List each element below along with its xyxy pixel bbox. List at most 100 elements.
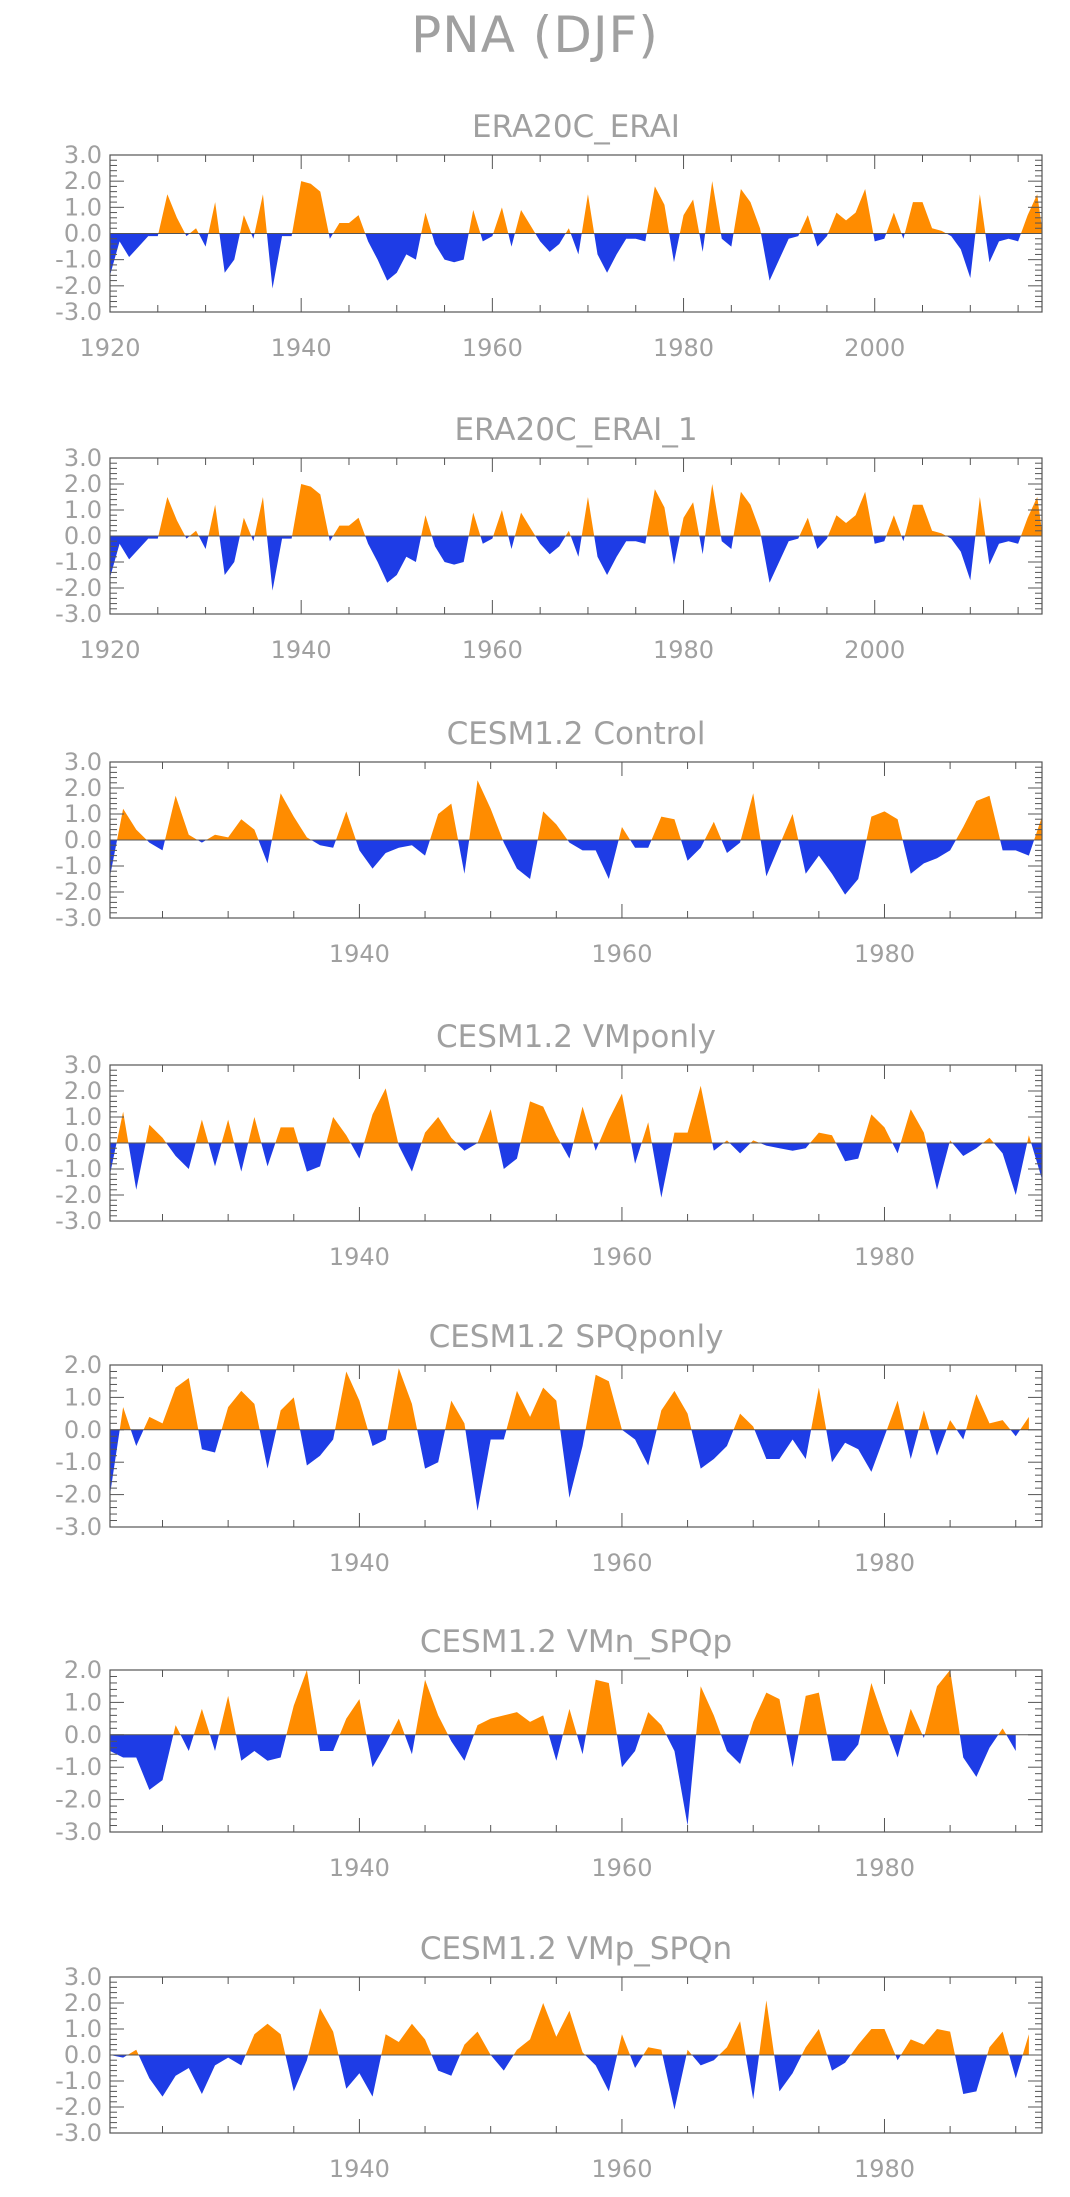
y-tick-label: -1.0: [55, 2067, 102, 2095]
x-tick-label: 1960: [462, 636, 523, 664]
x-tick-label: 1940: [329, 1549, 390, 1577]
y-tick-label: -1.0: [55, 1448, 102, 1476]
y-tick-label: 3.0: [64, 748, 102, 776]
y-tick-label: -3.0: [55, 1513, 102, 1541]
y-tick-label: 2.0: [64, 470, 102, 498]
chart-panel-4: CESM1.2 VMponly 3.02.01.00.0-1.0-2.0-3.0 1…: [55, 1019, 1043, 1271]
x-tick-label: 1960: [591, 1854, 652, 1882]
y-tick-label: 2.0: [64, 1989, 102, 2017]
x-tick-label: 1960: [462, 334, 523, 362]
x-tick-label: 1940: [329, 2155, 390, 2183]
y-tick-label: 2.0: [64, 1351, 102, 1379]
y-tick-label: 1.0: [64, 496, 102, 524]
positive-area: [110, 780, 1042, 840]
y-tick-label: -2.0: [55, 1181, 102, 1209]
page-title: PNA (DJF): [411, 6, 659, 64]
y-tick-label: -2.0: [55, 574, 102, 602]
positive-area: [110, 1085, 1042, 1143]
y-tick-label: 2.0: [64, 167, 102, 195]
x-tick-label: 1940: [271, 636, 332, 664]
y-tick-label: -2.0: [55, 2093, 102, 2121]
y-tick-label: 1.0: [64, 1383, 102, 1411]
y-tick-label: 1.0: [64, 800, 102, 828]
y-tick-label: 0.0: [64, 826, 102, 854]
chart-title: CESM1.2 Control: [447, 716, 706, 752]
negative-area: [110, 1734, 1016, 1826]
y-tick-label: 0.0: [64, 1721, 102, 1749]
y-tick-label: 3.0: [64, 1051, 102, 1079]
y-tick-label: -1.0: [55, 1155, 102, 1183]
x-tick-label: 1980: [854, 1243, 915, 1271]
x-tick-label: 1940: [271, 334, 332, 362]
y-tick-label: 2.0: [64, 1077, 102, 1105]
y-tick-label: -3.0: [55, 904, 102, 932]
positive-area: [110, 1368, 1029, 1430]
y-tick-label: 2.0: [64, 1656, 102, 1684]
plot-frame: [109, 1669, 1043, 1833]
x-tick-label: 1980: [854, 1854, 915, 1882]
x-tick-label: 1920: [79, 334, 140, 362]
y-tick-label: -2.0: [55, 1481, 102, 1509]
negative-area: [110, 1429, 1021, 1511]
chart-panel-6: CESM1.2 VMn_SPQp 2.0 1.0 0.0 -1.0 -2.0 -3.0 194…: [55, 1624, 1043, 1882]
negative-area: [110, 536, 1042, 591]
y-tick-label: -1.0: [55, 246, 102, 274]
x-tick-label: 1940: [329, 940, 390, 968]
x-tick-label: 1960: [591, 940, 652, 968]
chart-panel-2: ERA20C_ERAI_1 3.02.01.00.0-1.0-2.0-3.0 192…: [55, 412, 1043, 664]
chart-panel-3: CESM1.2 Control 3.02.01.00.0-1.0-2.0-3.0 1…: [55, 716, 1043, 968]
y-tick-label: 2.0: [64, 774, 102, 802]
y-tick-label: 3.0: [64, 444, 102, 472]
x-tick-label: 1960: [591, 1243, 652, 1271]
x-tick-label: 1920: [79, 636, 140, 664]
y-tick-label: 0.0: [64, 220, 102, 248]
y-tick-label: -2.0: [55, 272, 102, 300]
plot-frame: [109, 1364, 1043, 1528]
x-tick-label: 1980: [854, 1549, 915, 1577]
y-tick-label: -1.0: [55, 548, 102, 576]
chart-title: CESM1.2 VMn_SPQp: [420, 1624, 732, 1660]
positive-area: [110, 484, 1042, 536]
negative-area: [110, 840, 1042, 895]
y-tick-label: -3.0: [55, 298, 102, 326]
y-tick-label: 1.0: [64, 1688, 102, 1716]
positive-area: [110, 2000, 1029, 2055]
y-tick-label: -3.0: [55, 1207, 102, 1235]
y-tick-label: -1.0: [55, 1753, 102, 1781]
y-tick-label: 0.0: [64, 522, 102, 550]
y-tick-label: 1.0: [64, 2015, 102, 2043]
chart-title: ERA20C_ERAI: [472, 109, 680, 145]
x-tick-label: 1980: [653, 636, 714, 664]
x-tick-label: 2000: [844, 334, 905, 362]
chart-title: ERA20C_ERAI_1: [454, 412, 697, 448]
x-tick-label: 1980: [854, 2155, 915, 2183]
negative-area: [110, 233, 1042, 289]
y-tick-label: -2.0: [55, 1786, 102, 1814]
chart-title: CESM1.2 VMponly: [436, 1019, 716, 1055]
x-tick-label: 1980: [653, 334, 714, 362]
chart-panel-7: CESM1.2 VMp_SPQn 3.02.01.00.0-1.0-2.0-3.0…: [55, 1931, 1043, 2183]
chart-title: CESM1.2 VMp_SPQn: [420, 1931, 732, 1967]
y-tick-label: -3.0: [55, 600, 102, 628]
positive-area: [110, 1670, 1016, 1735]
chart-title: CESM1.2 SPQponly: [429, 1319, 724, 1355]
y-tick-label: -3.0: [55, 2119, 102, 2147]
x-tick-label: 1960: [591, 1549, 652, 1577]
y-tick-label: -3.0: [55, 1818, 102, 1846]
y-tick-label: 1.0: [64, 193, 102, 221]
y-tick-label: -1.0: [55, 852, 102, 880]
chart-panel-1: ERA20C_ERAI 3.02.01.00.0-1.0-2.0-3.0 1920 1…: [55, 109, 1043, 362]
x-tick-label: 1940: [329, 1854, 390, 1882]
y-tick-label: 3.0: [64, 141, 102, 169]
x-tick-label: 1940: [329, 1243, 390, 1271]
negative-area: [110, 2055, 1029, 2110]
y-tick-label: 1.0: [64, 1103, 102, 1131]
y-tick-label: 3.0: [64, 1963, 102, 1991]
x-tick-label: 1960: [591, 2155, 652, 2183]
x-tick-label: 1980: [854, 940, 915, 968]
y-tick-label: 0.0: [64, 1129, 102, 1157]
chart-panel-5: CESM1.2 SPQponly 2.0 1.0 0.0 -1.0 -2.0 -3.0 194…: [55, 1319, 1043, 1577]
x-tick-label: 2000: [844, 636, 905, 664]
y-tick-label: 0.0: [64, 1416, 102, 1444]
